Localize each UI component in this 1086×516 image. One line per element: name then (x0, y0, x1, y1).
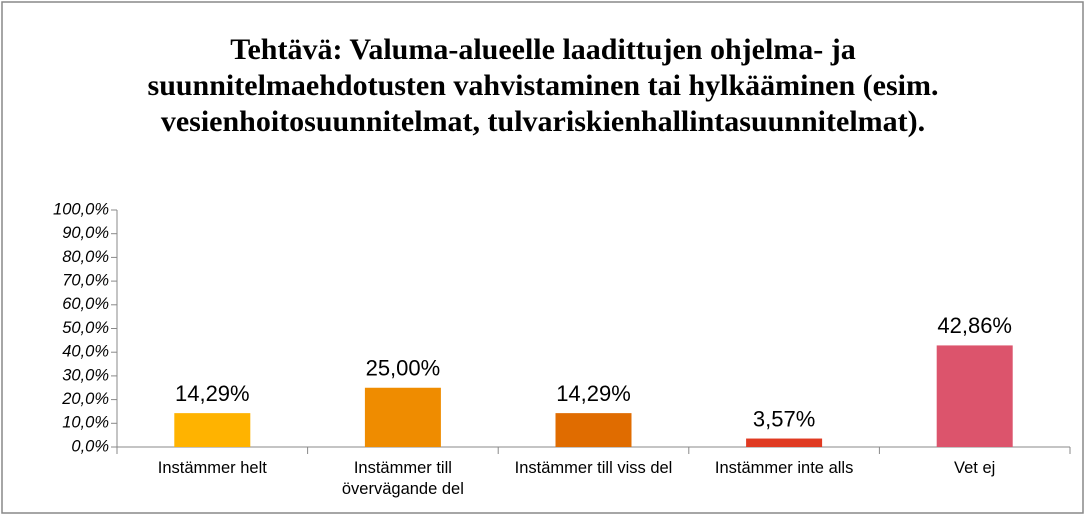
data-label: 3,57% (753, 406, 815, 431)
y-tick-label: 90,0% (62, 224, 109, 242)
y-tick-label: 30,0% (62, 366, 109, 384)
x-tick-label: Instämmer till övervägande del (341, 459, 464, 498)
bar (364, 387, 441, 447)
y-tick-label: 70,0% (62, 271, 109, 289)
y-tick-label: 10,0% (62, 414, 109, 432)
data-label: 14,29% (175, 381, 250, 406)
x-tick-label: Instämmer till viss del (514, 459, 673, 477)
y-tick-label: 100,0% (53, 200, 109, 218)
data-label: 42,86% (937, 313, 1012, 338)
bar (746, 438, 823, 447)
data-label: 14,29% (556, 381, 631, 406)
x-tick-label: Vet ej (954, 459, 996, 477)
bar (174, 413, 251, 447)
x-tick-label: Instämmer helt (157, 459, 267, 477)
y-tick-label: 20,0% (61, 390, 109, 408)
bar (936, 345, 1013, 447)
y-tick-label: 0,0% (71, 437, 109, 455)
y-tick-label: 50,0% (62, 319, 109, 337)
y-tick-label: 80,0% (62, 248, 109, 266)
bar (555, 413, 632, 447)
y-tick-label: 40,0% (62, 343, 109, 361)
x-tick-label: Instämmer inte alls (714, 459, 854, 477)
data-label: 25,00% (366, 356, 441, 381)
chart-title: Tehtävä: Valuma-alueelle laadittujen ohj… (147, 33, 939, 138)
y-tick-label: 60,0% (62, 295, 109, 313)
